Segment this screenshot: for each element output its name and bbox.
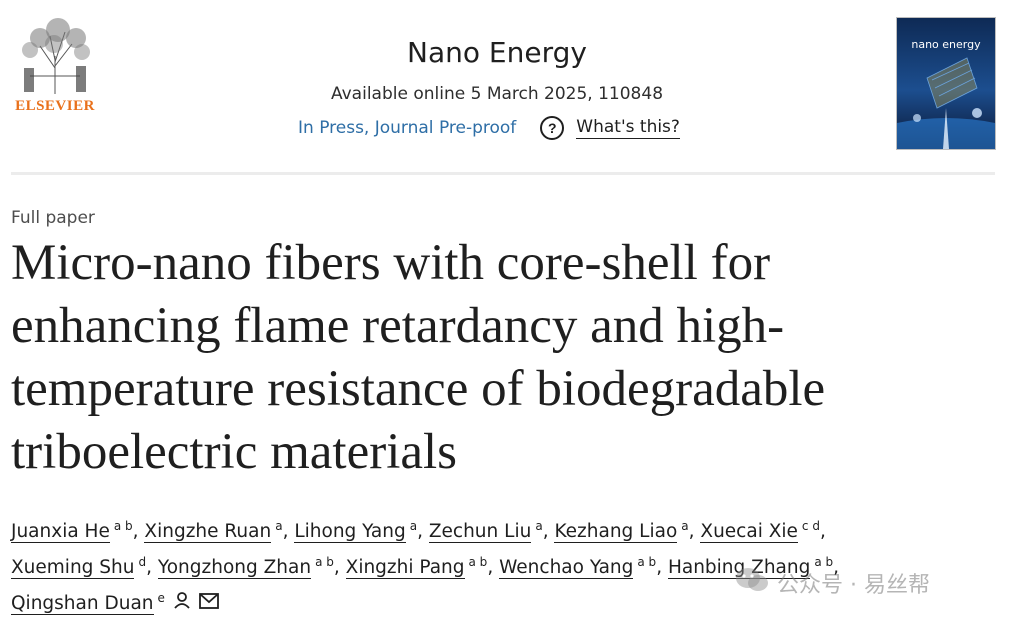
author-link[interactable]: Xuecai Xie c d <box>700 518 820 543</box>
author-name: Lihong Yang <box>294 521 406 543</box>
author-list: Juanxia He a b, Xingzhe Ruan a, Lihong Yan… <box>11 514 971 622</box>
author-affiliation: c d <box>801 518 820 533</box>
author-name: Xuecai Xie <box>700 521 798 543</box>
author-name: Kezhang Liao <box>554 521 678 543</box>
author-affiliation: e <box>157 590 165 605</box>
author-link[interactable]: Hanbing Zhang a b <box>667 554 834 579</box>
author-link[interactable]: Lihong Yang a <box>294 518 418 543</box>
author-link[interactable]: Xueming Shu d <box>11 554 147 579</box>
status-row: In Press, Journal Pre-proof ? What's thi… <box>298 115 680 141</box>
article-type: Full paper <box>11 208 95 228</box>
author-link[interactable]: Yongzhong Zhan a b <box>157 554 334 579</box>
author-name: Juanxia He <box>11 521 110 543</box>
author-affiliation: a <box>535 518 543 533</box>
author-link[interactable]: Xingzhi Pang a b <box>345 554 488 579</box>
author-name: Wenchao Yang <box>499 557 634 579</box>
author-affiliation: a b <box>814 554 834 569</box>
author-link[interactable]: Juanxia He a b <box>11 518 133 543</box>
author-name: Xueming Shu <box>11 557 135 579</box>
author-name: Xingzhi Pang <box>345 557 465 579</box>
journal-cover-image[interactable]: nano energy <box>896 17 996 150</box>
author-affiliation: d <box>138 554 147 569</box>
author-link[interactable]: Zechun Liu a <box>428 518 543 543</box>
elsevier-wordmark: ELSEVIER <box>15 98 95 114</box>
author-affiliation: a b <box>315 554 334 569</box>
header-divider <box>11 172 995 175</box>
author-link[interactable]: Wenchao Yang a b <box>499 554 657 579</box>
author-affiliation: a <box>275 518 283 533</box>
author-affiliation: a b <box>637 554 657 569</box>
mail-icon[interactable] <box>199 586 219 622</box>
person-icon[interactable] <box>173 586 191 622</box>
article-title: Micro-nano fibers with core-shell for en… <box>11 235 826 480</box>
wechat-icon <box>735 566 769 600</box>
cover-title: nano energy <box>911 38 981 51</box>
author-name: Hanbing Zhang <box>667 557 811 579</box>
question-circle-icon[interactable]: ? <box>540 116 565 140</box>
tree-logo-icon <box>10 16 100 96</box>
watermark-text: 公众号 · 易丝帮 <box>777 573 930 598</box>
author-name: Zechun Liu <box>428 521 532 543</box>
author-name: Qingshan Duan <box>11 593 154 615</box>
wechat-watermark: 公众号 · 易丝帮 <box>735 566 930 600</box>
available-online-date: Available online 5 March 2025, 110848 <box>330 84 664 104</box>
author-link[interactable]: Qingshan Duan e <box>11 590 165 615</box>
author-affiliation: a <box>409 518 418 533</box>
author-name: Xingzhe Ruan <box>144 521 272 543</box>
whats-this-link[interactable]: What's this? <box>576 117 680 139</box>
author-affiliation: a <box>681 518 689 533</box>
author-affiliation: a b <box>113 518 133 533</box>
in-press-link[interactable]: In Press, Journal Pre-proof <box>298 118 517 138</box>
author-link[interactable]: Xingzhe Ruan a <box>144 518 283 543</box>
author-affiliation: a b <box>468 554 488 569</box>
journal-title[interactable]: Nano Energy <box>407 36 587 69</box>
author-name: Yongzhong Zhan <box>157 557 312 579</box>
elsevier-logo[interactable]: ELSEVIER <box>10 16 100 116</box>
author-link[interactable]: Kezhang Liao a <box>554 518 689 543</box>
